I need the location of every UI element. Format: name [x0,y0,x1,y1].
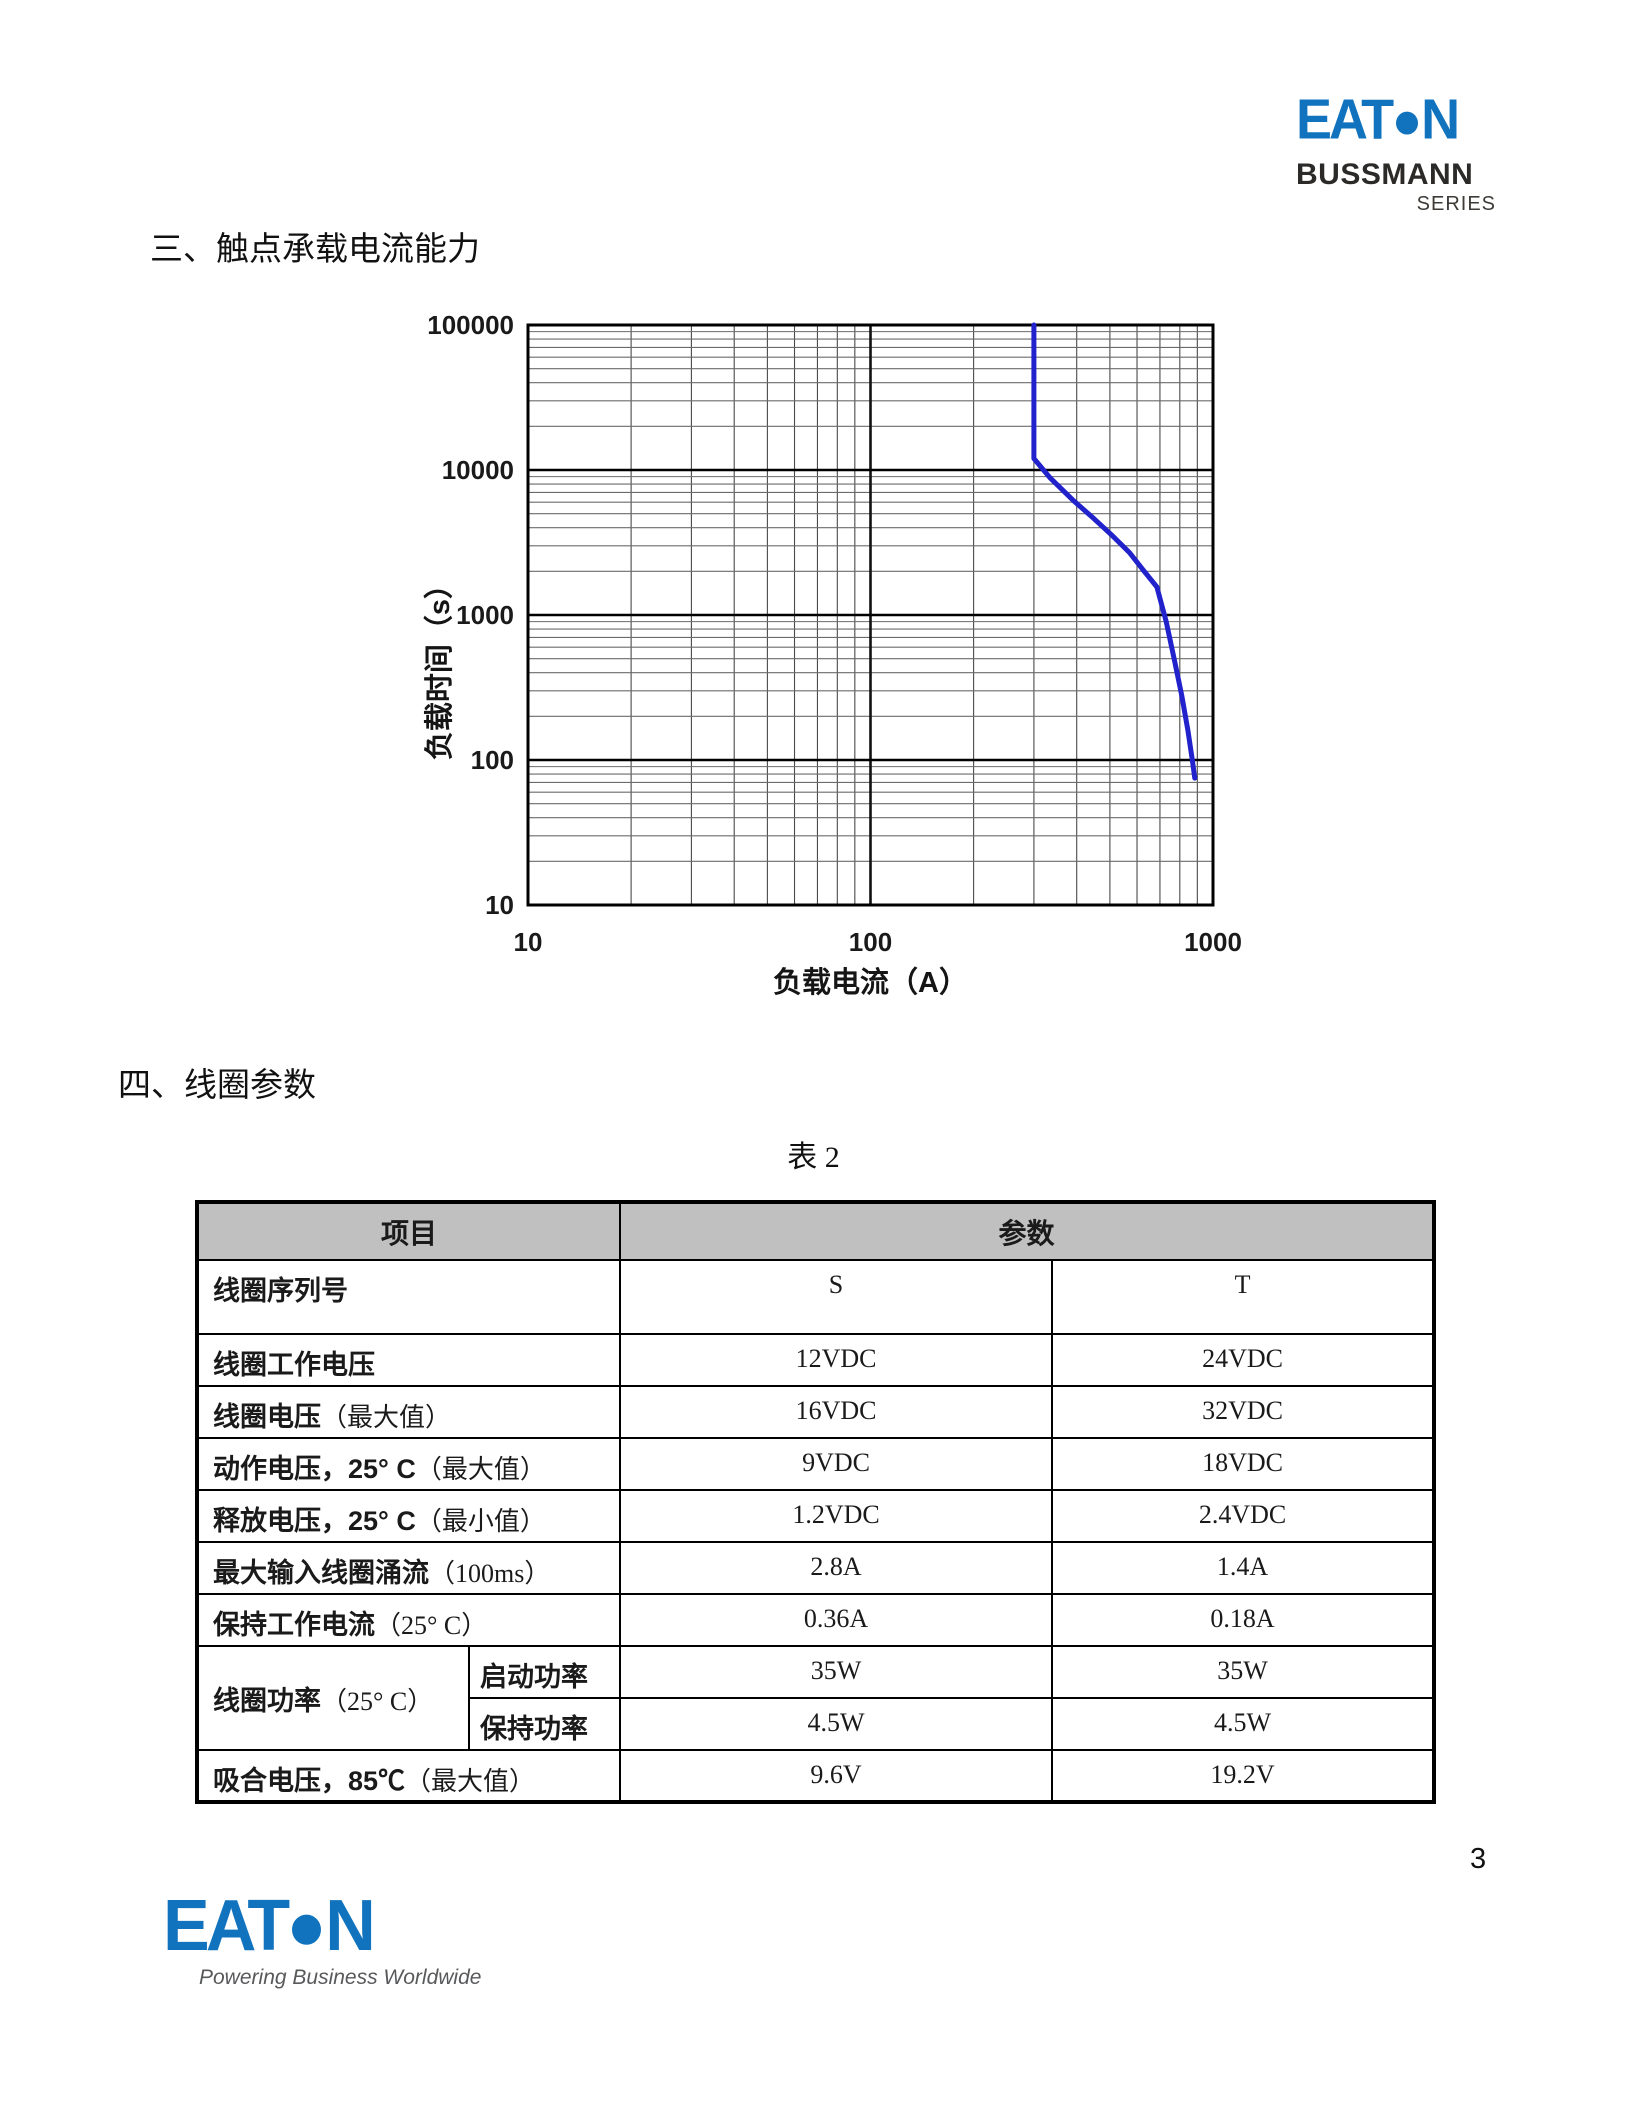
row-label-suffix: （25° C） [321,1686,434,1716]
page-number: 3 [1470,1843,1487,1875]
table-row: 线圈电压（最大值） 16VDC 32VDC [195,1385,1436,1439]
row-label-suffix: （最小值） [415,1507,546,1536]
row-label: 保持工作电流 [213,1610,375,1640]
bussmann-brand-block: EAT N BUSSMANN SERIES [1296,91,1496,216]
row-label: 动作电压，25° C [213,1454,416,1484]
value-t: 19.2V [1051,1749,1436,1803]
series-wordmark: SERIES [1416,193,1496,215]
svg-text:1000: 1000 [1184,927,1242,957]
value-t: 4.5W [1051,1697,1436,1751]
row-label: 线圈工作电压 [213,1350,375,1380]
chart-y-axis-title: 负载时间（s） [424,569,456,761]
row-label-suffix: （100ms） [429,1559,551,1588]
row-label: 吸合电压，85℃ [213,1766,406,1796]
table-header-row: 项目 参数 [195,1201,1436,1261]
table-row: 最大输入线圈涌流（100ms） 2.8A 1.4A [195,1541,1436,1595]
value-s: 9VDC [619,1437,1054,1491]
table-row: 线圈序列号 S T [195,1259,1436,1335]
table-row: 保持工作电流（25° C） 0.36A 0.18A [195,1593,1436,1647]
value-t: 0.18A [1051,1593,1436,1647]
eaton-logo-text-right: N [1421,88,1460,152]
value-s: 2.8A [619,1541,1054,1595]
sub-row-label: 保持功率 [467,1697,622,1751]
table-row: 动作电压，25° C（最大值） 9VDC 18VDC [195,1437,1436,1491]
eaton-logo: EAT N [163,1887,481,1964]
row-label-suffix: （25° C） [375,1611,488,1640]
table-row: 释放电压，25° C（最小值） 1.2VDC 2.4VDC [195,1489,1436,1543]
row-label-suffix: （最大值） [321,1403,452,1432]
eaton-logo-dot-icon [292,1914,322,1945]
table-row: 吸合电压，85℃（最大值） 9.6V 19.2V [195,1749,1436,1803]
section-3-heading: 三、触点承载电流能力 [150,232,480,268]
svg-text:10: 10 [485,890,514,920]
row-label: 释放电压，25° C [213,1506,416,1536]
row-label: 线圈电压 [213,1402,321,1432]
coil-parameters-table: 项目 参数 线圈序列号 S T 线圈工作电压 12VDC 24VDC 线圈电压（… [195,1200,1437,1804]
row-label: 线圈序列号 [213,1276,348,1306]
value-t: 1.4A [1051,1541,1436,1595]
bussmann-wordmark: BUSSMANN [1296,158,1474,191]
chart-x-axis-title: 负载电流（A） [773,967,968,999]
value-s: 1.2VDC [619,1489,1054,1543]
value-t: 24VDC [1051,1333,1436,1387]
table-row: 线圈工作电压 12VDC 24VDC [195,1333,1436,1387]
eaton-logo-dot-icon [1396,111,1419,135]
svg-text:100: 100 [849,927,892,957]
row-label: 最大输入线圈涌流 [213,1558,429,1588]
section-4-heading: 四、线圈参数 [118,1068,316,1104]
table-row: 线圈功率（25° C） 启动功率 35W 35W [196,1645,1436,1751]
row-label: 线圈功率 [213,1685,321,1716]
load-current-time-chart: 10 100 1000 10000 100000 10 100 1000 负载电流（A） 负载… [385,285,1255,999]
row-label-suffix: （最大值） [415,1455,546,1484]
svg-text:100: 100 [471,745,514,775]
value-t: 35W [1051,1645,1436,1699]
footer-brand-block: EAT N Powering Business Worldwide [163,1887,482,1990]
eaton-tagline: Powering Business Worldwide [199,1966,482,1989]
chart-canvas: 10 100 1000 10000 100000 10 100 1000 [427,310,1242,957]
value-s: 35W [619,1645,1054,1699]
value-t: 32VDC [1051,1385,1436,1439]
value-s: 12VDC [619,1333,1054,1387]
value-t: 18VDC [1051,1437,1436,1491]
value-t: 2.4VDC [1051,1489,1436,1543]
svg-text:100000: 100000 [427,310,514,340]
eaton-logo-text-left: EAT [163,1884,290,1966]
svg-text:10000: 10000 [442,455,514,485]
svg-text:10: 10 [514,927,543,957]
eaton-logo: EAT N [1296,91,1496,149]
eaton-logo-text-right: N [325,1884,376,1966]
value-s: 9.6V [619,1749,1054,1803]
value-t: T [1051,1259,1436,1335]
value-s: S [619,1259,1054,1335]
sub-row-label: 启动功率 [467,1645,622,1699]
value-s: 4.5W [619,1697,1054,1751]
table-2-caption: 表 2 [787,1141,840,1174]
header-item-cell: 项目 [195,1201,622,1261]
eaton-logo-text-left: EAT [1296,88,1394,152]
row-label-suffix: （最大值） [405,1767,536,1796]
table-row: 保持功率 4.5W 4.5W [197,1697,1436,1751]
header-param-cell: 参数 [619,1201,1436,1261]
value-s: 16VDC [619,1385,1054,1439]
value-s: 0.36A [619,1593,1054,1647]
svg-text:1000: 1000 [456,600,514,630]
